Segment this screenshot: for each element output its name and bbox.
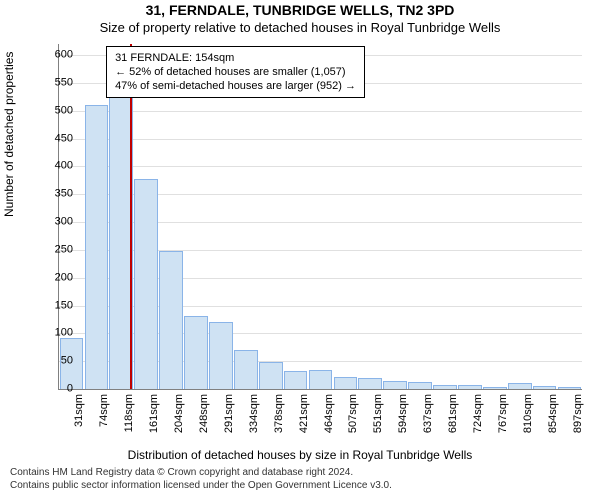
x-tick-label: 421sqm bbox=[299, 394, 310, 444]
x-tick-label: 74sqm bbox=[99, 394, 110, 444]
chart-title: 31, FERNDALE, TUNBRIDGE WELLS, TN2 3PD bbox=[0, 2, 600, 18]
plot-area: 31 FERNDALE: 154sqm← 52% of detached hou… bbox=[58, 44, 582, 390]
x-axis-label: Distribution of detached houses by size … bbox=[0, 448, 600, 462]
histogram-bar bbox=[234, 350, 258, 389]
histogram-bar bbox=[558, 387, 582, 389]
x-tick-label: 767sqm bbox=[498, 394, 509, 444]
histogram-bar bbox=[533, 386, 557, 389]
x-tick-label: 594sqm bbox=[398, 394, 409, 444]
y-tick-label: 50 bbox=[43, 356, 73, 367]
x-tick-label: 897sqm bbox=[573, 394, 584, 444]
gridline bbox=[59, 111, 582, 112]
y-tick-label: 550 bbox=[43, 77, 73, 88]
x-tick-label: 248sqm bbox=[199, 394, 210, 444]
gridline bbox=[59, 139, 582, 140]
y-tick-label: 500 bbox=[43, 105, 73, 116]
y-tick-label: 350 bbox=[43, 189, 73, 200]
x-tick-label: 31sqm bbox=[74, 394, 85, 444]
x-tick-label: 291sqm bbox=[224, 394, 235, 444]
annotation-box: 31 FERNDALE: 154sqm← 52% of detached hou… bbox=[106, 46, 365, 98]
histogram-bar bbox=[184, 316, 208, 389]
histogram-bar bbox=[408, 382, 432, 389]
x-tick-label: 724sqm bbox=[473, 394, 484, 444]
histogram-bar bbox=[209, 322, 233, 389]
x-tick-label: 464sqm bbox=[324, 394, 335, 444]
x-tick-label: 810sqm bbox=[523, 394, 534, 444]
footer-line-2: Contains public sector information licen… bbox=[10, 479, 392, 492]
annotation-line: 31 FERNDALE: 154sqm bbox=[115, 51, 356, 65]
histogram-bar bbox=[383, 381, 407, 389]
figure: 31, FERNDALE, TUNBRIDGE WELLS, TN2 3PD S… bbox=[0, 0, 600, 500]
histogram-bar bbox=[134, 179, 158, 389]
x-tick-label: 507sqm bbox=[348, 394, 359, 444]
x-tick-label: 378sqm bbox=[274, 394, 285, 444]
y-tick-label: 200 bbox=[43, 272, 73, 283]
footer-line-1: Contains HM Land Registry data © Crown c… bbox=[10, 466, 392, 479]
annotation-line: ← 52% of detached houses are smaller (1,… bbox=[115, 65, 356, 79]
histogram-bar bbox=[259, 362, 283, 389]
y-tick-label: 600 bbox=[43, 50, 73, 61]
y-tick-label: 450 bbox=[43, 133, 73, 144]
x-tick-label: 854sqm bbox=[548, 394, 559, 444]
histogram-bar bbox=[284, 371, 308, 389]
histogram-bar bbox=[85, 105, 109, 389]
y-tick-label: 300 bbox=[43, 217, 73, 228]
annotation-line: 47% of semi-detached houses are larger (… bbox=[115, 79, 356, 93]
histogram-bar bbox=[334, 377, 358, 389]
histogram-bar bbox=[483, 387, 507, 389]
histogram-bar bbox=[433, 385, 457, 389]
gridline bbox=[59, 166, 582, 167]
x-tick-label: 681sqm bbox=[448, 394, 459, 444]
x-tick-label: 334sqm bbox=[249, 394, 260, 444]
x-tick-label: 551sqm bbox=[373, 394, 384, 444]
y-tick-label: 400 bbox=[43, 161, 73, 172]
y-tick-label: 250 bbox=[43, 244, 73, 255]
histogram-bar bbox=[159, 251, 183, 389]
histogram-bar bbox=[458, 385, 482, 389]
x-tick-label: 637sqm bbox=[423, 394, 434, 444]
footer-attribution: Contains HM Land Registry data © Crown c… bbox=[10, 466, 392, 492]
x-tick-label: 204sqm bbox=[174, 394, 185, 444]
y-tick-label: 150 bbox=[43, 300, 73, 311]
histogram-bar bbox=[508, 383, 532, 389]
histogram-bar bbox=[309, 370, 333, 389]
histogram-bar bbox=[358, 378, 382, 389]
y-tick-label: 100 bbox=[43, 328, 73, 339]
x-tick-label: 118sqm bbox=[124, 394, 135, 444]
x-tick-label: 161sqm bbox=[149, 394, 160, 444]
chart-subtitle: Size of property relative to detached ho… bbox=[0, 20, 600, 35]
y-axis-label: Number of detached properties bbox=[2, 52, 16, 217]
y-tick-label: 0 bbox=[43, 384, 73, 395]
